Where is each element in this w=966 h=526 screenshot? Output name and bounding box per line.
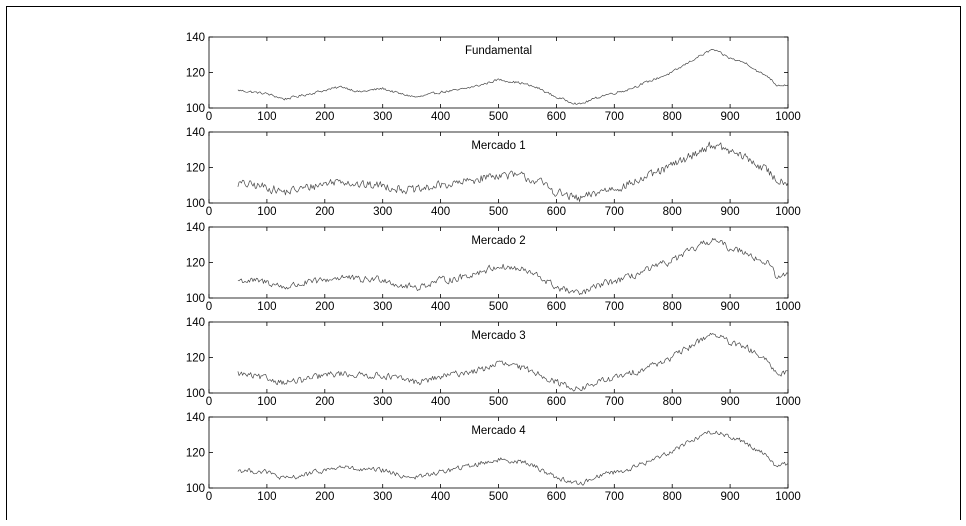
- series-line-1: [237, 49, 789, 105]
- panel-title: Mercado 1: [471, 140, 525, 152]
- x-tick-label: 700: [605, 396, 624, 408]
- x-tick-label: 600: [547, 491, 566, 503]
- x-tick-label: 1000: [775, 396, 801, 408]
- panel-title: Mercado 2: [471, 235, 525, 247]
- x-tick-label: 0: [206, 396, 212, 408]
- x-tick-label: 500: [489, 206, 508, 218]
- x-tick-label: 1000: [775, 111, 801, 123]
- x-tick-label: 1000: [775, 491, 801, 503]
- y-tick-label: 120: [186, 353, 205, 365]
- x-tick-label: 1000: [775, 206, 801, 218]
- x-tick-label: 400: [431, 491, 450, 503]
- panel-title: Mercado 3: [471, 330, 525, 342]
- y-tick-label: 140: [186, 127, 205, 139]
- x-tick-label: 900: [721, 206, 740, 218]
- x-tick-label: 200: [315, 396, 334, 408]
- x-tick-label: 900: [721, 396, 740, 408]
- y-tick-label: 100: [186, 483, 205, 495]
- x-tick-label: 0: [206, 301, 212, 313]
- panel-title: Mercado 4: [471, 425, 526, 437]
- x-tick-label: 800: [663, 206, 682, 218]
- x-tick-label: 200: [315, 491, 334, 503]
- x-tick-label: 700: [605, 491, 624, 503]
- y-tick-label: 120: [186, 68, 205, 80]
- y-tick-label: 120: [186, 163, 205, 175]
- x-tick-label: 100: [257, 206, 276, 218]
- x-tick-label: 800: [663, 396, 682, 408]
- x-tick-label: 200: [315, 206, 334, 218]
- y-tick-label: 140: [186, 412, 205, 424]
- x-tick-label: 700: [605, 301, 624, 313]
- y-tick-label: 140: [186, 317, 205, 329]
- x-tick-label: 900: [721, 301, 740, 313]
- x-tick-label: 600: [547, 111, 566, 123]
- panel-title: Fundamental: [465, 45, 532, 57]
- y-tick-label: 140: [186, 222, 205, 234]
- x-tick-label: 700: [605, 111, 624, 123]
- y-tick-label: 100: [186, 103, 205, 115]
- x-tick-label: 400: [431, 396, 450, 408]
- x-tick-label: 600: [547, 206, 566, 218]
- series-line-3: [237, 237, 789, 296]
- x-tick-label: 0: [206, 491, 212, 503]
- y-tick-label: 100: [186, 388, 205, 400]
- x-tick-label: 200: [315, 111, 334, 123]
- x-tick-label: 500: [489, 491, 508, 503]
- x-tick-label: 100: [257, 301, 276, 313]
- y-tick-label: 140: [186, 32, 205, 44]
- x-tick-label: 800: [663, 301, 682, 313]
- series-line-2: [237, 141, 789, 202]
- x-tick-label: 500: [489, 111, 508, 123]
- x-tick-label: 400: [431, 206, 450, 218]
- x-tick-label: 0: [206, 111, 212, 123]
- x-tick-label: 300: [373, 206, 392, 218]
- x-tick-label: 800: [663, 111, 682, 123]
- y-tick-label: 100: [186, 198, 205, 210]
- x-tick-label: 800: [663, 491, 682, 503]
- series-line-4: [237, 332, 789, 392]
- series-line-5: [237, 430, 789, 486]
- x-tick-label: 100: [257, 111, 276, 123]
- x-tick-label: 300: [373, 491, 392, 503]
- x-tick-label: 600: [547, 396, 566, 408]
- y-tick-label: 120: [186, 448, 205, 460]
- x-tick-label: 300: [373, 301, 392, 313]
- x-tick-label: 100: [257, 396, 276, 408]
- x-tick-label: 400: [431, 111, 450, 123]
- x-tick-label: 400: [431, 301, 450, 313]
- x-tick-label: 900: [721, 111, 740, 123]
- x-tick-label: 200: [315, 301, 334, 313]
- y-tick-label: 120: [186, 258, 205, 270]
- x-tick-label: 900: [721, 491, 740, 503]
- y-tick-label: 100: [186, 293, 205, 305]
- figure-frame: [6, 6, 961, 520]
- x-tick-label: 500: [489, 396, 508, 408]
- x-tick-label: 300: [373, 111, 392, 123]
- x-tick-label: 1000: [775, 301, 801, 313]
- x-tick-label: 500: [489, 301, 508, 313]
- x-tick-label: 300: [373, 396, 392, 408]
- x-tick-label: 700: [605, 206, 624, 218]
- x-tick-label: 600: [547, 301, 566, 313]
- x-tick-label: 100: [257, 491, 276, 503]
- x-tick-label: 0: [206, 206, 212, 218]
